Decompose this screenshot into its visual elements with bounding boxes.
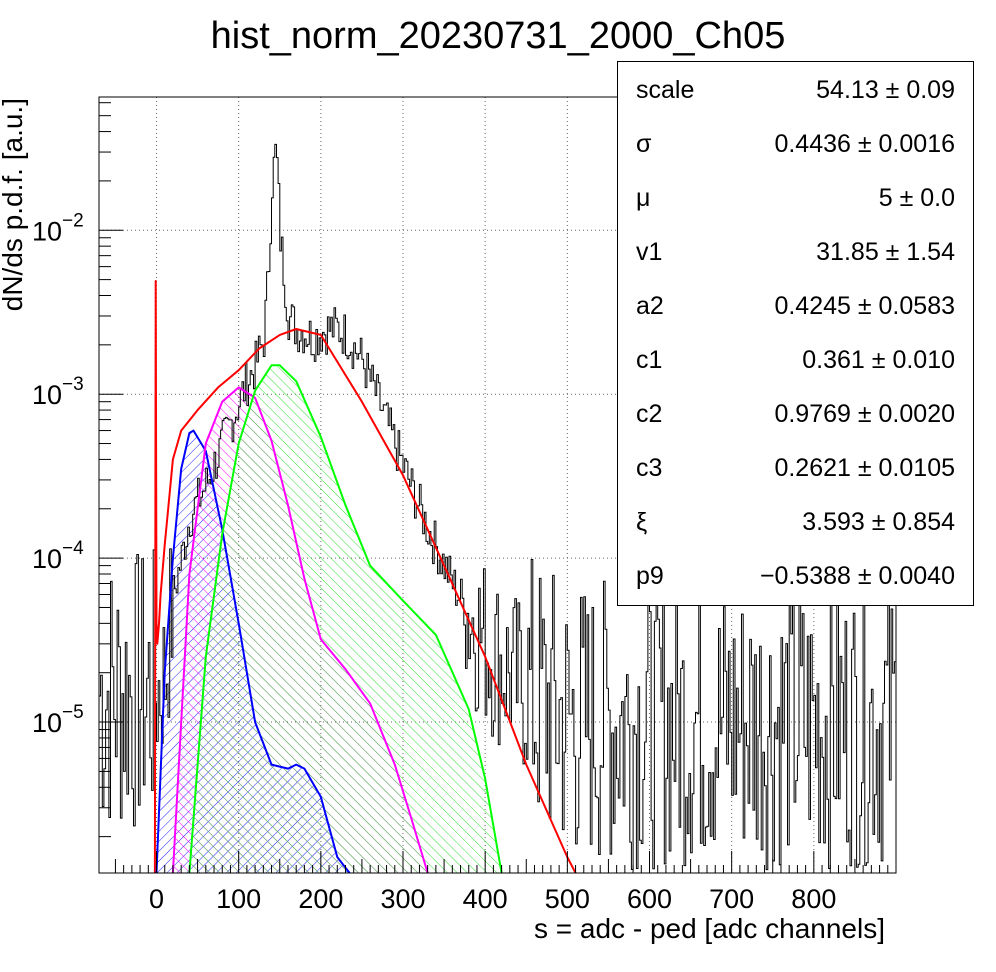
axes: 0 100 200 300 400 500 600 700 800 10−5 10−4 10−3 10−… — [32, 102, 889, 914]
x-tick-label: 0 — [149, 884, 164, 914]
x-tick-label: 200 — [298, 884, 343, 914]
stat-row: scale 54.13 ± 0.09 — [618, 62, 973, 116]
stat-name: v1 — [636, 238, 663, 266]
stat-name: c1 — [636, 346, 663, 374]
component-fills — [156, 365, 502, 873]
series-lines — [99, 143, 896, 873]
stat-row: μ 5 ± 0.0 — [618, 170, 973, 224]
x-tick-label: 800 — [791, 884, 836, 914]
stat-row: ξ 3.593 ± 0.854 — [618, 494, 973, 548]
total-fit-line — [153, 280, 577, 873]
stat-value: 0.361 ± 0.010 — [802, 346, 955, 374]
fit-statistics-box: scale 54.13 ± 0.09 σ 0.4436 ± 0.0016 μ 5 ± 0.… — [617, 61, 974, 606]
stat-value: 3.593 ± 0.854 — [802, 508, 955, 536]
stat-value: −0.5388 ± 0.0040 — [759, 562, 955, 590]
stat-name: scale — [636, 76, 695, 104]
stat-row: σ 0.4436 ± 0.0016 — [618, 116, 973, 170]
x-tick-label: 300 — [380, 884, 425, 914]
y-tick-label: 10−4 — [32, 538, 84, 574]
stat-name: c2 — [636, 400, 663, 428]
stat-row: a2 0.4245 ± 0.0583 — [618, 278, 973, 332]
component-2-line — [155, 429, 351, 873]
stat-name: σ — [636, 130, 652, 158]
data-histogram-line — [99, 143, 896, 871]
x-tick-label: 500 — [545, 884, 590, 914]
component-4-line — [188, 364, 503, 873]
x-axis-label: s = adc - ped [adc channels] — [534, 913, 885, 944]
component-4-fill — [189, 365, 502, 873]
stat-value: 31.85 ± 1.54 — [816, 238, 955, 266]
stat-name: ξ — [636, 508, 648, 536]
stat-value: 54.13 ± 0.09 — [816, 76, 955, 104]
stat-value: 0.4245 ± 0.0583 — [774, 292, 955, 320]
y-tick-label: 10−3 — [32, 374, 84, 410]
stat-row: c2 0.9769 ± 0.0020 — [618, 386, 973, 440]
stat-row: p9 −0.5388 ± 0.0040 — [618, 548, 973, 602]
stat-value: 0.2621 ± 0.0105 — [774, 454, 955, 482]
stat-value: 5 ± 0.0 — [878, 184, 955, 212]
x-tick-label: 400 — [463, 884, 508, 914]
stat-name: p9 — [636, 562, 664, 590]
stat-name: a2 — [636, 292, 664, 320]
y-tick-label: 10−5 — [32, 702, 84, 738]
stat-name: c3 — [636, 454, 663, 482]
stat-value: 0.4436 ± 0.0016 — [774, 130, 955, 158]
stat-value: 0.9769 ± 0.0020 — [774, 400, 955, 428]
x-tick-label: 100 — [216, 884, 261, 914]
component-3-line — [171, 386, 429, 873]
stat-name: μ — [636, 184, 651, 212]
y-axis-label: dN/ds p.d.f. [a.u.] — [0, 98, 28, 311]
x-tick-label: 600 — [627, 884, 672, 914]
stat-row: c1 0.361 ± 0.010 — [618, 332, 973, 386]
stat-row: c3 0.2621 ± 0.0105 — [618, 440, 973, 494]
chart-title: hist_norm_20230731_2000_Ch05 — [211, 15, 786, 57]
stat-row: v1 31.85 ± 1.54 — [618, 224, 973, 278]
y-tick-label: 10−2 — [32, 210, 84, 246]
x-tick-label: 700 — [709, 884, 754, 914]
